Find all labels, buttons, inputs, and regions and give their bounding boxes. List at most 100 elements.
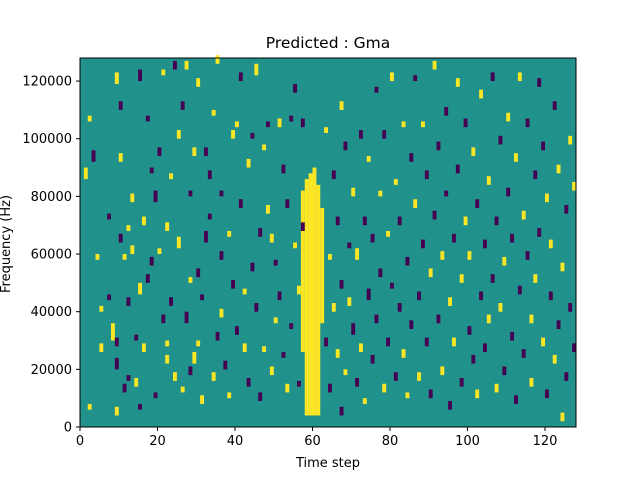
heatmap-cell [277,118,282,128]
heatmap-cell [122,383,127,393]
heatmap-cell [145,274,150,283]
heatmap-cell [242,288,247,295]
heatmap-cell [362,398,367,404]
heatmap-cell [258,228,263,237]
heatmap-cell [467,326,472,335]
heatmap-cell [289,115,294,122]
heatmap-cell [347,242,352,249]
heatmap-cell [126,375,131,381]
heatmap-cell [459,377,464,387]
heatmap-cell [289,323,294,329]
heatmap-cell [386,337,390,347]
heatmap-cell [533,170,538,180]
heatmap-cell [351,323,356,335]
heatmap-cell [560,262,565,272]
heatmap-cell [83,167,88,180]
heatmap-cell [169,297,173,306]
heatmap-cell [138,403,142,410]
heatmap-cell [452,337,456,347]
heatmap-cell [413,199,418,208]
x-tick-label: 60 [304,434,321,449]
heatmap-cell [200,294,204,301]
heatmap-cell [393,179,398,185]
heatmap-cell [142,343,146,353]
x-axis-label: Time step [295,456,360,471]
heatmap-cell [157,248,162,255]
heatmap-cell [514,395,518,404]
heatmap-band-column [312,167,317,416]
heatmap-cell [359,343,363,353]
heatmap-cell [200,395,204,404]
heatmap-cell [281,352,286,358]
heatmap-cell [359,130,363,139]
heatmap-cell [114,406,119,416]
heatmap-cell [238,199,243,208]
heatmap-cell [285,383,290,393]
heatmap-cell [556,164,561,174]
heatmap-cell [273,259,278,266]
heatmap-cell [506,112,511,122]
y-axis-label: Frequency (Hz) [0,195,14,293]
heatmap-cell [165,222,170,231]
heatmap-cell [114,357,119,370]
heatmap-cell [153,392,158,399]
heatmap-cell [483,239,487,249]
heatmap-cell [157,147,162,157]
heatmap-cell [196,340,201,347]
heatmap-cell [235,121,239,128]
heatmap-cell [568,135,573,145]
heatmap-cell [486,314,491,324]
heatmap-cell [521,210,526,220]
heatmap-cell [227,392,232,399]
heatmap-cell [196,268,201,278]
heatmap-cell [393,372,398,381]
heatmap-cell [432,60,437,70]
heatmap-cell [525,251,530,260]
heatmap-cell [99,305,104,312]
heatmap-cell [525,118,530,128]
heatmap-cell [448,401,452,410]
heatmap-band-column [320,207,325,324]
heatmap-cell [192,352,197,364]
heatmap-cell [382,130,387,139]
heatmap-cell [455,164,460,174]
heatmap-cell [390,282,394,289]
heatmap-cell [552,101,557,110]
heatmap-cell [126,297,131,306]
heatmap-cell [455,78,460,87]
heatmap-band-column [304,179,309,416]
heatmap-cell [424,337,429,347]
heatmap-cell [452,233,456,243]
heatmap-cell [397,303,402,312]
heatmap-cell [246,377,251,387]
heatmap-cell [374,314,379,324]
heatmap-cell [343,369,348,376]
heatmap-cell [517,72,522,82]
heatmap-cell [502,366,507,376]
heatmap-cell [355,377,359,387]
heatmap-cell [297,285,301,295]
heatmap-cell [436,141,441,151]
heatmap-cell [142,216,146,226]
heatmap-cell [300,118,305,128]
y-tick-label: 60000 [31,248,72,263]
heatmap-cell [204,230,208,243]
heatmap-cell [486,176,491,185]
heatmap-cell [366,288,371,301]
heatmap-cell [475,199,480,208]
heatmap-cell [417,291,421,301]
y-tick-label: 120000 [22,75,72,90]
heatmap-cell [169,173,173,180]
y-tick-label: 40000 [31,305,72,320]
heatmap-cell [269,233,274,243]
heatmap-cell [428,389,433,399]
heatmap-cell [382,383,387,393]
heatmap-cell [126,225,131,231]
heatmap-cell [494,383,499,393]
heatmap-cell [223,360,228,370]
heatmap-cell [107,294,111,301]
heatmap-cell [161,69,166,76]
heatmap-cell [331,303,336,312]
heatmap-cell [188,366,193,376]
heatmap-cell [552,354,557,364]
